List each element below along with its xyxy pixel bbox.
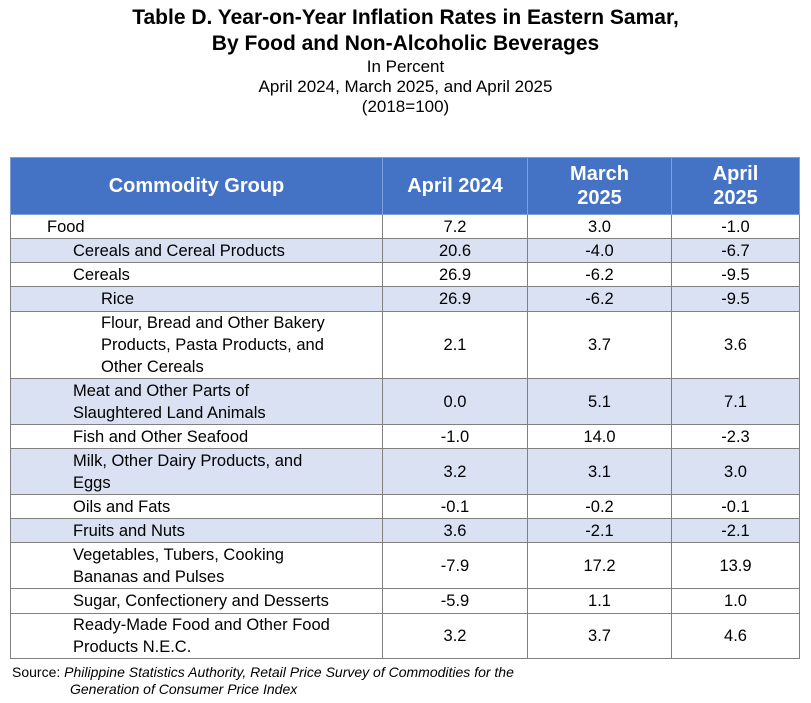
table-row: Meat and Other Parts of Slaughtered Land… <box>10 378 800 425</box>
value-april-2025: 4.6 <box>671 613 800 659</box>
header-april-2025-line1: April <box>712 163 759 185</box>
table-row: Cereals 26.9 -6.2 -9.5 <box>10 262 800 287</box>
row-label-line: Products N.E.C. <box>73 638 192 656</box>
row-label: Fruits and Nuts <box>10 518 383 543</box>
source-text-line2: Generation of Consumer Price Index <box>70 681 298 697</box>
row-label-line: Eggs <box>73 473 111 492</box>
value-april-2024: -1.0 <box>382 424 528 449</box>
row-label: Ready-Made Food and Other Food Products … <box>10 613 383 659</box>
table-row: Fruits and Nuts 3.6 -2.1 -2.1 <box>10 518 800 543</box>
value-march-2025: 3.7 <box>527 613 672 659</box>
value-april-2024: 3.2 <box>382 613 528 659</box>
row-label: Rice <box>10 286 383 312</box>
row-label: Fish and Other Seafood <box>10 424 383 449</box>
value-april-2024: 0.0 <box>382 378 528 425</box>
value-march-2025: -6.2 <box>527 262 672 287</box>
value-march-2025: 1.1 <box>527 588 672 614</box>
header-march-2025-line2: 2025 <box>577 187 622 209</box>
value-april-2024: 26.9 <box>382 286 528 312</box>
source-text-line1: Philippine Statistics Authority, Retail … <box>64 664 514 680</box>
row-label: Sugar, Confectionery and Desserts <box>10 588 383 614</box>
source-note: Source: Philippine Statistics Authority,… <box>12 664 802 698</box>
value-march-2025: -6.2 <box>527 286 672 312</box>
value-april-2024: 3.2 <box>382 448 528 495</box>
value-march-2025: 3.1 <box>527 448 672 495</box>
value-march-2025: 17.2 <box>527 542 672 589</box>
value-april-2025: -6.7 <box>671 238 800 263</box>
row-label: Vegetables, Tubers, Cooking Bananas and … <box>10 542 383 589</box>
value-april-2024: -7.9 <box>382 542 528 589</box>
value-april-2024: 3.6 <box>382 518 528 543</box>
value-april-2025: -9.5 <box>671 286 800 312</box>
header-april-2024: April 2024 <box>382 157 528 215</box>
value-april-2025: -0.1 <box>671 494 800 519</box>
row-label: Food <box>10 214 383 239</box>
value-april-2024: -5.9 <box>382 588 528 614</box>
table-row: Ready-Made Food and Other Food Products … <box>10 613 800 659</box>
value-march-2025: 3.7 <box>527 311 672 379</box>
table-row: Flour, Bread and Other Bakery Products, … <box>10 311 800 379</box>
header-commodity-group: Commodity Group <box>10 157 383 215</box>
header-row: Commodity Group April 2024 March 2025 Ap… <box>10 157 800 215</box>
base-year-subtitle: (2018=100) <box>361 97 450 116</box>
value-march-2025: -4.0 <box>527 238 672 263</box>
row-label: Cereals and Cereal Products <box>10 238 383 263</box>
row-label-line: Flour, Bread and Other Bakery <box>101 314 325 332</box>
row-label-line: Meat and Other Parts of <box>73 381 250 400</box>
row-label-line: Milk, Other Dairy Products, and <box>73 451 303 470</box>
header-march-2025: March 2025 <box>527 157 672 215</box>
value-april-2025: 13.9 <box>671 542 800 589</box>
value-april-2025: -2.1 <box>671 518 800 543</box>
value-april-2025: -9.5 <box>671 262 800 287</box>
header-april-2025: April 2025 <box>671 157 800 215</box>
inflation-table: Commodity Group April 2024 March 2025 Ap… <box>10 157 800 659</box>
row-label: Milk, Other Dairy Products, and Eggs <box>10 448 383 495</box>
table-row: Oils and Fats -0.1 -0.2 -0.1 <box>10 494 800 519</box>
table-row: Food 7.2 3.0 -1.0 <box>10 214 800 239</box>
value-april-2024: 20.6 <box>382 238 528 263</box>
value-march-2025: -0.2 <box>527 494 672 519</box>
value-april-2025: 3.6 <box>671 311 800 379</box>
value-april-2024: 2.1 <box>382 311 528 379</box>
row-label: Oils and Fats <box>10 494 383 519</box>
value-april-2025: 1.0 <box>671 588 800 614</box>
value-march-2025: 14.0 <box>527 424 672 449</box>
value-april-2024: 7.2 <box>382 214 528 239</box>
row-label-line: Other Cereals <box>101 358 204 376</box>
value-april-2024: 26.9 <box>382 262 528 287</box>
row-label-line: Slaughtered Land Animals <box>73 403 266 422</box>
value-april-2024: -0.1 <box>382 494 528 519</box>
header-march-2025-line1: March <box>570 163 629 185</box>
row-label-line: Bananas and Pulses <box>73 567 225 586</box>
table-row: Rice 26.9 -6.2 -9.5 <box>10 286 800 312</box>
row-label-line: Vegetables, Tubers, Cooking <box>73 545 284 564</box>
value-march-2025: 3.0 <box>527 214 672 239</box>
value-april-2025: -1.0 <box>671 214 800 239</box>
header-april-2025-line2: 2025 <box>713 187 758 209</box>
table-row: Cereals and Cereal Products 20.6 -4.0 -6… <box>10 238 800 263</box>
table-row: Milk, Other Dairy Products, and Eggs 3.2… <box>10 448 800 495</box>
periods-subtitle: April 2024, March 2025, and April 2025 <box>258 77 553 96</box>
row-label-line: Ready-Made Food and Other Food <box>73 616 330 634</box>
table-row: Vegetables, Tubers, Cooking Bananas and … <box>10 542 800 589</box>
table-row: Sugar, Confectionery and Desserts -5.9 1… <box>10 588 800 614</box>
row-label: Flour, Bread and Other Bakery Products, … <box>10 311 383 379</box>
source-label: Source: <box>12 664 61 680</box>
value-april-2025: 3.0 <box>671 448 800 495</box>
table-row: Fish and Other Seafood -1.0 14.0 -2.3 <box>10 424 800 449</box>
table-title-line1: Table D. Year-on-Year Inflation Rates in… <box>132 6 679 29</box>
row-label: Cereals <box>10 262 383 287</box>
table-title-line2: By Food and Non-Alcoholic Beverages <box>211 32 600 55</box>
value-march-2025: 5.1 <box>527 378 672 425</box>
value-april-2025: 7.1 <box>671 378 800 425</box>
title-block: Table D. Year-on-Year Inflation Rates in… <box>0 0 811 117</box>
unit-subtitle: In Percent <box>366 57 445 76</box>
value-april-2025: -2.3 <box>671 424 800 449</box>
row-label-line: Products, Pasta Products, and <box>101 336 324 354</box>
row-label: Meat and Other Parts of Slaughtered Land… <box>10 378 383 425</box>
value-march-2025: -2.1 <box>527 518 672 543</box>
